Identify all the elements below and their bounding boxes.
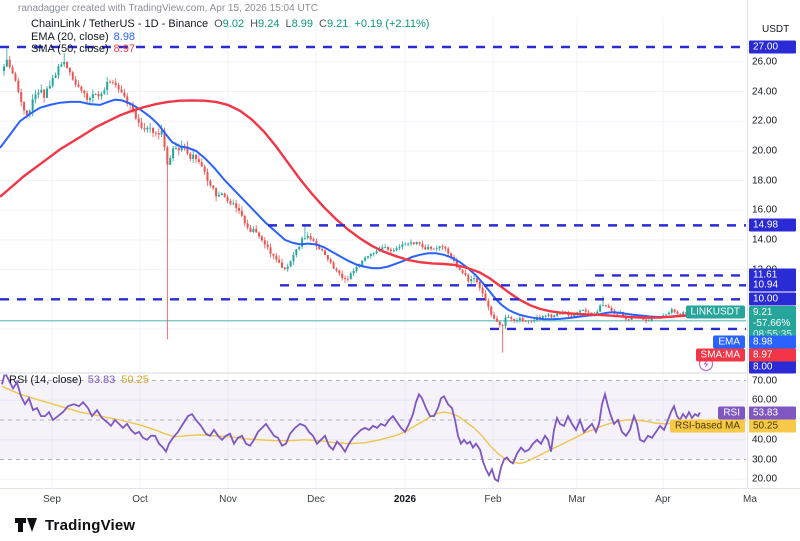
- symbol-title[interactable]: ChainLink / TetherUS - 1D - Binance: [31, 18, 209, 30]
- time-axis-label: Ma: [743, 494, 757, 505]
- price-level-badge: 8.00: [749, 360, 796, 374]
- ema-line-tag: EMA: [713, 335, 745, 349]
- close-key: C: [319, 18, 327, 30]
- price-level-badge: 11.61: [749, 268, 796, 282]
- open-key: O: [214, 18, 223, 30]
- sma50-line: [0, 99, 701, 319]
- rsi-axis-tick: 20.00: [752, 473, 778, 485]
- close-value: 9.21: [326, 18, 349, 30]
- price-axis-currency: USDT: [762, 24, 790, 35]
- price-axis-tick: 22.00: [752, 115, 778, 127]
- rsi-badge: 53.83: [749, 406, 796, 420]
- time-axis-label: 2026: [393, 494, 417, 505]
- change-value: +0.19 (+2.11%): [354, 18, 430, 30]
- price-level-badge: 27.00: [749, 40, 796, 54]
- candles-layer: [3, 48, 702, 353]
- rsi-axis-tick: 40.00: [752, 434, 778, 446]
- rsi-axis-tick: 30.00: [752, 454, 778, 465]
- price-axis-tick: 20.00: [752, 145, 778, 157]
- time-axis-label: Nov: [219, 494, 237, 505]
- rsi-axis-tick: 70.00: [752, 375, 778, 386]
- ema-legend-row[interactable]: EMA (20, close) 8.98: [31, 31, 429, 44]
- time-axis[interactable]: [0, 488, 800, 512]
- rsi-line: [1, 374, 701, 483]
- time-axis-label: Feb: [484, 494, 502, 505]
- attribution-text: ranadagger created with TradingView.com,…: [18, 3, 318, 14]
- time-axis-label: Sep: [43, 494, 61, 505]
- current-price-badge: 9.21 -57.66% 08:55:35: [749, 306, 796, 341]
- time-axis-label: Dec: [307, 494, 325, 505]
- time-axis-label: Mar: [568, 494, 586, 505]
- time-axis-label: Apr: [655, 494, 671, 505]
- brand-name: TradingView: [45, 516, 136, 534]
- rsi-axis-tick: 60.00: [752, 394, 778, 406]
- ema-value: 8.98: [113, 30, 136, 43]
- sma-badge: 8.97: [749, 348, 796, 362]
- brand-footer[interactable]: TradingView: [14, 513, 135, 537]
- rsi-value: 53.83: [87, 374, 116, 386]
- sma-line-tag: SMA:MA: [695, 348, 745, 362]
- price-line-tag: LINKUSDT: [685, 305, 745, 319]
- price-axis-tick: 14.00: [752, 234, 778, 246]
- symbol-legend: ChainLink / TetherUS - 1D - Binance O9.02…: [31, 18, 429, 56]
- price-axis-tick: 26.00: [752, 56, 778, 68]
- symbol-legend-row[interactable]: ChainLink / TetherUS - 1D - Binance O9.02…: [31, 18, 429, 31]
- rsi-legend-row[interactable]: RSI (14, close) 53.83 50.25: [9, 374, 149, 386]
- time-axis-label: Oct: [132, 494, 148, 505]
- sma-label: SMA (50, close): [31, 43, 109, 55]
- rsi-line-tag: RSI: [718, 406, 745, 420]
- price-axis-tick: 16.00: [752, 204, 778, 216]
- ema20-line: [0, 98, 701, 321]
- ema-badge: 8.98: [749, 335, 796, 349]
- rsi-ma-badge: 50.25: [749, 419, 796, 433]
- price-axis-tick: 24.00: [752, 86, 778, 98]
- price-axis-tick: 18.00: [752, 175, 778, 187]
- price-level-badge: 10.94: [749, 278, 796, 292]
- price-level-badge: 14.98: [749, 218, 796, 232]
- low-value: 8.99: [291, 18, 314, 30]
- ema-label: EMA (20, close): [31, 30, 109, 43]
- sma-value: 8.97: [113, 43, 136, 55]
- low-key: L: [285, 18, 292, 30]
- sma-legend-row[interactable]: SMA (50, close) 8.97: [31, 43, 429, 56]
- high-value: 9.24: [258, 18, 280, 30]
- rsi-ma-line-tag: RSI-based MA: [669, 419, 745, 433]
- rsi-ma-value: 50.25: [121, 374, 149, 386]
- rsi-label: RSI (14, close): [9, 374, 82, 386]
- price-level-badge: 10.00: [749, 292, 796, 306]
- high-key: H: [250, 18, 259, 30]
- tradingview-logo-icon: [15, 518, 37, 532]
- open-value: 9.02: [222, 18, 245, 30]
